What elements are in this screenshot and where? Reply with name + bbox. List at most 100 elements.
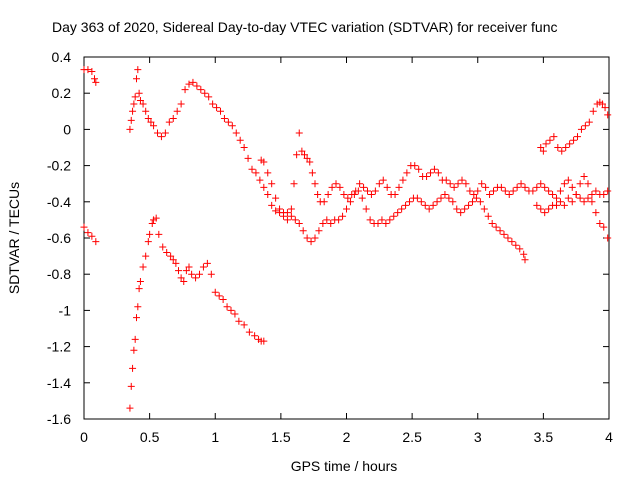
data-point xyxy=(193,82,201,90)
data-point xyxy=(133,75,140,83)
data-point xyxy=(462,180,470,188)
data-point xyxy=(546,136,554,144)
data-point xyxy=(402,201,410,209)
data-point xyxy=(390,212,398,220)
data-point xyxy=(131,93,139,101)
y-tick-label: -0.4 xyxy=(47,194,71,210)
data-point xyxy=(311,234,319,242)
data-point xyxy=(556,198,564,206)
data-point xyxy=(356,180,364,188)
data-point xyxy=(199,263,207,271)
data-point xyxy=(509,187,517,195)
data-point xyxy=(182,267,190,275)
data-point xyxy=(367,191,375,199)
data-point xyxy=(91,75,98,83)
data-point xyxy=(260,183,268,191)
data-point xyxy=(272,207,280,215)
data-point xyxy=(157,133,165,141)
data-point xyxy=(469,198,476,206)
data-point xyxy=(453,205,461,213)
data-point xyxy=(344,194,352,202)
data-point xyxy=(268,201,276,209)
data-point xyxy=(496,227,504,235)
data-point xyxy=(537,144,545,151)
x-tick-label: 4 xyxy=(605,429,613,445)
data-point xyxy=(541,209,549,217)
data-point xyxy=(600,191,608,199)
data-point xyxy=(517,180,525,188)
series-track-2 xyxy=(80,223,100,246)
x-tick-label: 3 xyxy=(474,429,482,445)
data-point xyxy=(335,216,343,224)
data-point xyxy=(423,172,431,180)
data-point xyxy=(399,176,407,184)
data-point xyxy=(248,165,256,173)
x-tick-label: 2.5 xyxy=(402,429,422,445)
data-point xyxy=(533,183,541,191)
data-point xyxy=(213,104,221,112)
data-point xyxy=(323,216,331,224)
data-point xyxy=(185,263,193,271)
data-point xyxy=(280,209,287,217)
data-point xyxy=(480,205,488,213)
y-tick-label: 0 xyxy=(63,121,71,137)
data-point xyxy=(497,183,505,191)
data-point xyxy=(589,107,597,115)
data-point xyxy=(445,194,453,202)
data-point xyxy=(236,136,244,144)
data-point xyxy=(504,234,512,242)
data-point xyxy=(264,169,272,177)
data-point xyxy=(291,216,299,224)
data-point xyxy=(411,162,419,170)
data-point xyxy=(139,100,147,108)
data-point xyxy=(139,263,147,271)
data-point xyxy=(295,220,303,228)
data-point xyxy=(314,191,322,199)
data-point xyxy=(391,191,399,199)
data-point xyxy=(598,100,606,108)
data-point xyxy=(177,100,185,108)
data-point xyxy=(268,180,276,188)
data-point xyxy=(581,122,589,130)
data-point xyxy=(413,194,421,202)
data-point xyxy=(516,245,524,253)
data-point xyxy=(142,107,150,115)
data-point xyxy=(223,303,231,311)
data-point xyxy=(240,321,248,329)
data-point xyxy=(129,364,137,372)
data-point xyxy=(217,107,224,115)
y-tick-label: -0.2 xyxy=(47,158,71,174)
data-point xyxy=(92,78,100,86)
data-point xyxy=(343,205,350,213)
data-point xyxy=(165,118,173,126)
data-point xyxy=(169,256,177,264)
y-axis-ticks: 0.4 0.2 0 -0.2 -0.4 -0.6 -0.8 -1 -1.2 -1.4 -1.6 xyxy=(47,49,609,427)
data-point xyxy=(339,212,347,220)
data-point xyxy=(358,194,366,202)
data-point xyxy=(203,259,211,267)
data-point xyxy=(227,306,235,314)
data-point xyxy=(201,89,209,97)
data-point xyxy=(529,187,537,195)
data-point xyxy=(500,230,508,238)
data-point xyxy=(576,180,584,188)
data-point xyxy=(290,180,298,188)
data-point xyxy=(545,187,553,195)
data-point xyxy=(520,250,528,258)
data-point xyxy=(537,205,545,213)
data-point xyxy=(417,198,425,206)
y-tick-label: -1.2 xyxy=(47,339,71,355)
data-point xyxy=(375,180,383,188)
data-point xyxy=(308,169,316,177)
data-point xyxy=(545,205,553,213)
data-point xyxy=(150,122,158,130)
data-point xyxy=(135,89,143,97)
data-point xyxy=(577,125,585,133)
data-point xyxy=(287,212,295,220)
data-points xyxy=(80,66,612,412)
data-point xyxy=(360,183,368,191)
data-point xyxy=(521,183,529,191)
data-point xyxy=(457,209,465,217)
data-point xyxy=(406,198,413,206)
x-tick-label: 1.5 xyxy=(271,429,291,445)
